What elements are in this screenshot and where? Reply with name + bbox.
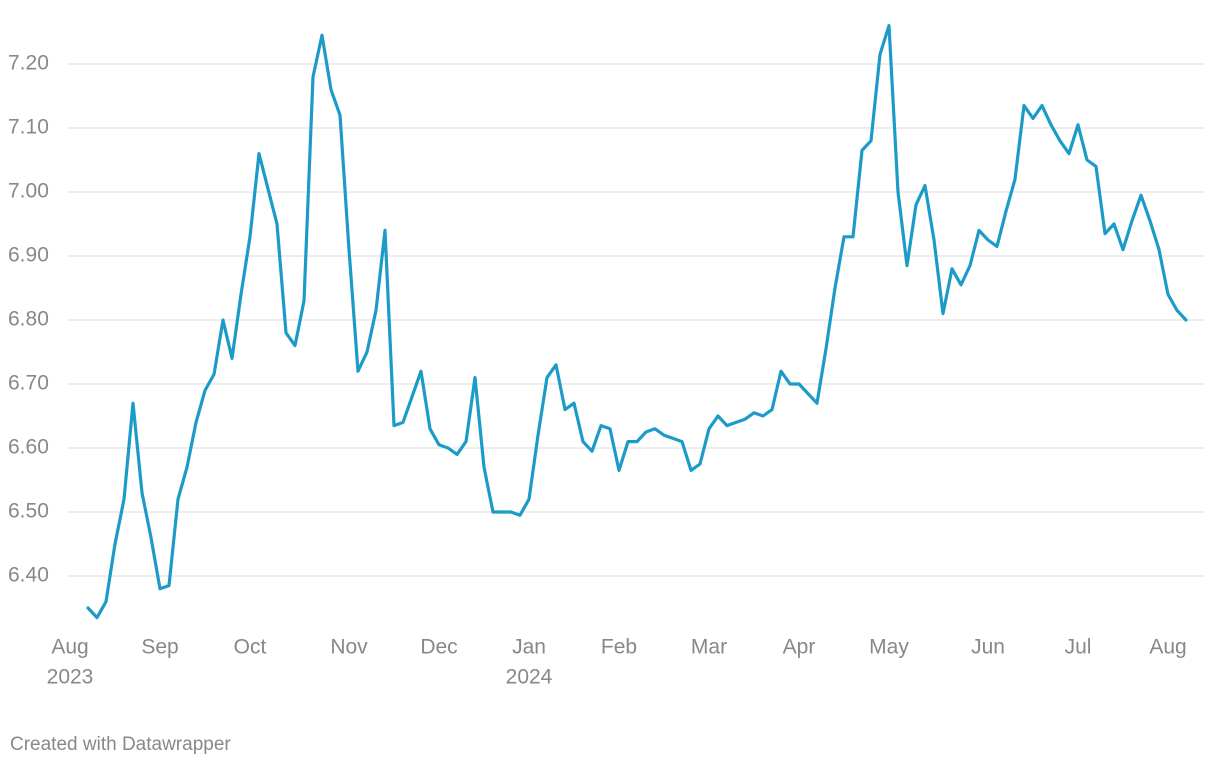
x-tick-label: Jun bbox=[971, 636, 1005, 659]
x-tick-label: Feb bbox=[601, 636, 637, 659]
x-tick-label: Apr bbox=[783, 636, 816, 659]
y-tick-label: 6.60 bbox=[8, 436, 49, 459]
x-year-label: 2024 bbox=[506, 666, 553, 689]
y-tick-label: 7.00 bbox=[8, 180, 49, 203]
x-year-label: 2023 bbox=[47, 666, 94, 689]
x-tick-label: Nov bbox=[330, 636, 368, 659]
x-tick-label: Aug bbox=[1149, 636, 1186, 659]
footer: Created with Datawrapper bbox=[10, 734, 231, 755]
x-tick-label: Dec bbox=[420, 636, 457, 659]
y-tick-label: 7.20 bbox=[8, 52, 49, 75]
x-tick-label: Oct bbox=[234, 636, 267, 659]
y-tick-label: 6.40 bbox=[8, 564, 49, 587]
y-tick-label: 6.50 bbox=[8, 500, 49, 523]
y-tick-label: 6.70 bbox=[8, 372, 49, 395]
y-tick-label: 7.10 bbox=[8, 116, 49, 139]
line bbox=[86, 24, 1188, 620]
x-tick-label: Mar bbox=[691, 636, 727, 659]
x-tick-label: Aug bbox=[51, 636, 88, 659]
y-tick-label: 6.80 bbox=[8, 308, 49, 331]
y-tick-label: 6.90 bbox=[8, 244, 49, 267]
x-tick-label: Jul bbox=[1065, 636, 1092, 659]
x-tick-label: Sep bbox=[141, 636, 178, 659]
x-tick-label: May bbox=[869, 636, 909, 659]
x-tick-label: Jan bbox=[512, 636, 546, 659]
